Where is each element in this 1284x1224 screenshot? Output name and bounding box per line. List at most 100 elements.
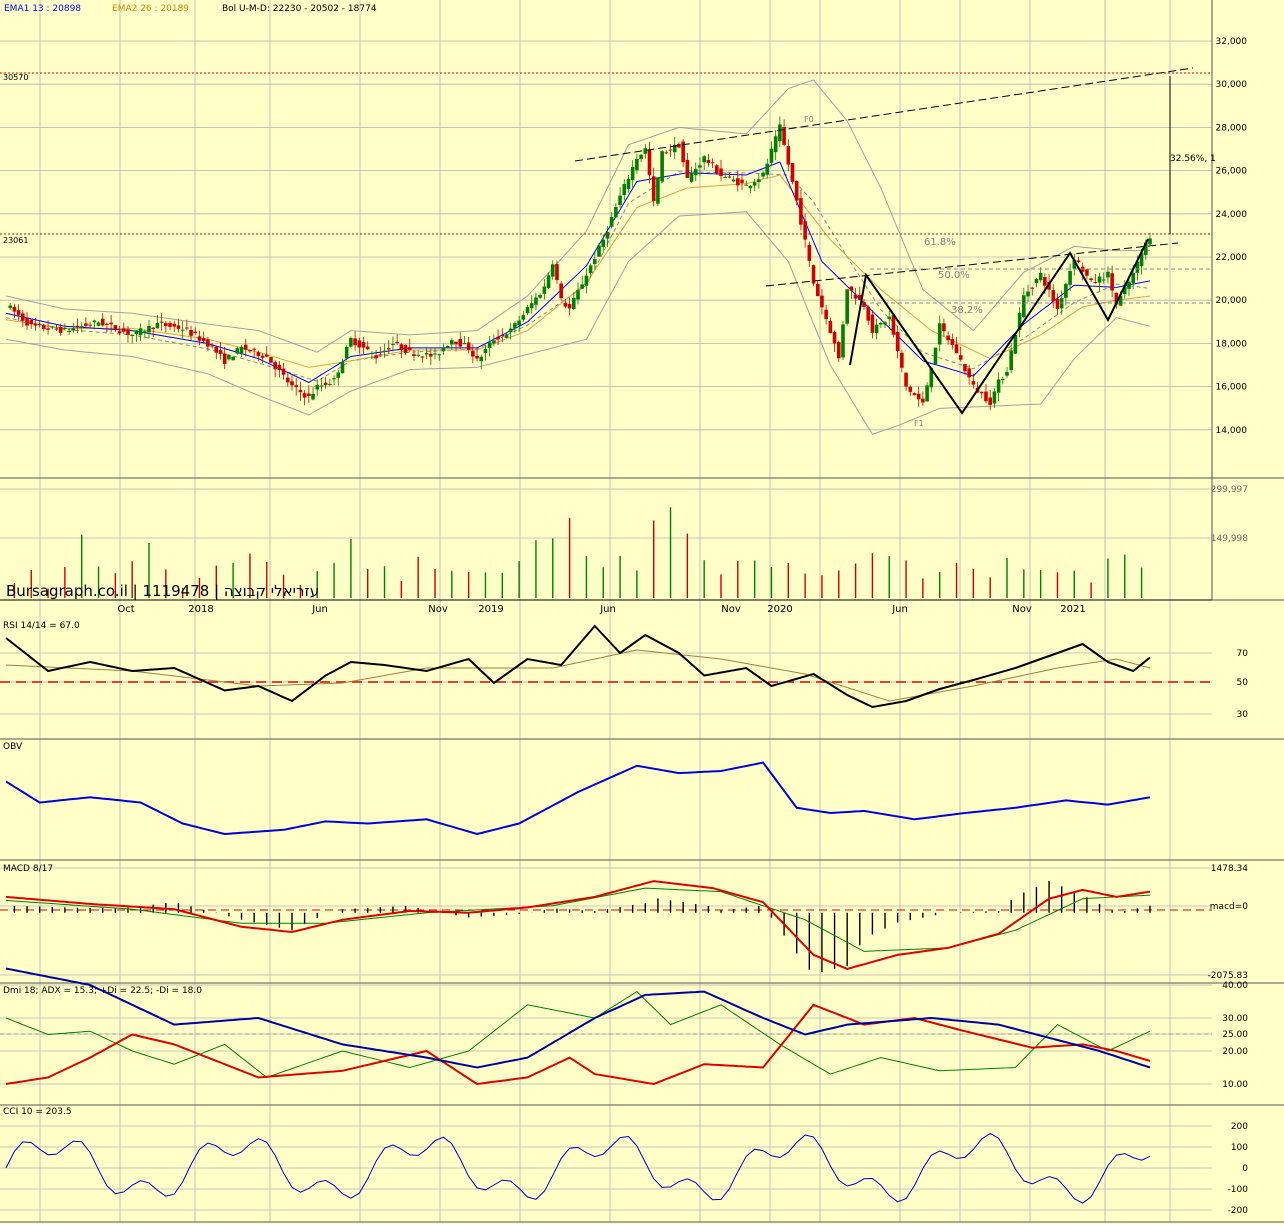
candle-body — [168, 323, 172, 327]
candle-body — [332, 378, 336, 380]
candle-body — [290, 381, 294, 386]
candle-body — [466, 342, 471, 350]
candle-body — [786, 145, 791, 165]
candle-body — [164, 323, 168, 327]
candle-body — [529, 303, 534, 309]
candle-body — [597, 245, 601, 257]
candle-body — [256, 352, 261, 357]
candle-body — [1085, 269, 1089, 276]
candle-body — [958, 355, 963, 360]
price-axis: 32,000 30,000 28,000 26,000 24,000 22,000 20,0… — [1216, 37, 1248, 436]
candle-body — [635, 158, 639, 171]
candle-body — [243, 344, 248, 350]
price-tick-label: 16,000 — [1216, 383, 1248, 393]
candle-body — [126, 329, 130, 336]
candle-body — [475, 355, 479, 359]
candle-body — [517, 320, 521, 326]
candle-body — [803, 221, 807, 240]
candle-body — [778, 124, 782, 142]
candle-body — [357, 340, 362, 348]
price-tick-label: 14,000 — [1216, 426, 1248, 436]
candle-body — [710, 162, 715, 164]
price-tick-label: 22,000 — [1216, 253, 1248, 263]
candle-body — [681, 141, 685, 163]
candle-body — [361, 342, 366, 348]
candle-body — [824, 309, 828, 320]
candle-body — [33, 323, 38, 326]
candle-body — [887, 316, 892, 319]
rsi-line — [5, 624, 1151, 709]
fib-50-label: 50.0% — [938, 270, 970, 281]
candle-body — [832, 332, 837, 344]
ema1-line — [5, 161, 1151, 384]
candle-body — [1143, 242, 1148, 256]
candle-body — [1000, 378, 1005, 381]
candle-body — [1030, 287, 1035, 289]
candle-body — [130, 334, 134, 336]
macd-histogram — [13, 881, 1151, 972]
candle-body — [1034, 279, 1039, 283]
candle-body — [639, 154, 643, 159]
candlesticks — [8, 116, 1152, 411]
candle-body — [1026, 291, 1030, 297]
candle-body — [622, 184, 627, 196]
f0-label: F0 — [804, 115, 814, 124]
candle-body — [849, 286, 854, 291]
candle-body — [50, 326, 55, 328]
candle-body — [58, 326, 63, 333]
candle-body — [252, 348, 256, 350]
candle-body — [391, 344, 395, 346]
candle-body — [395, 342, 399, 344]
candle-body — [193, 331, 198, 334]
rsi-axis: 70 50 30 — [1237, 649, 1249, 720]
candle-body — [403, 344, 408, 353]
candle-body — [807, 244, 812, 261]
candle-body — [1101, 279, 1106, 281]
candle-body — [84, 323, 88, 326]
candle-body — [916, 393, 921, 400]
dmi-tick-label: 25.00 — [1222, 1030, 1248, 1040]
candle-body — [1110, 273, 1114, 291]
cci-line — [5, 1132, 1151, 1204]
candle-body — [538, 294, 542, 298]
candle-body — [593, 259, 597, 264]
candle-body — [210, 345, 214, 347]
candle-body — [500, 335, 505, 337]
candle-body — [302, 393, 307, 398]
candle-body — [382, 350, 387, 353]
candle-body — [580, 284, 585, 289]
fib-618-label: 61.8% — [924, 237, 956, 248]
candle-body — [567, 303, 572, 309]
candle-body — [1051, 290, 1056, 302]
candle-body — [441, 348, 446, 352]
candle-body — [799, 198, 803, 225]
candle-body — [542, 286, 547, 294]
candle-body — [651, 176, 656, 201]
candle-body — [201, 338, 206, 341]
candle-body — [757, 179, 761, 183]
obv-title: OBV — [3, 742, 23, 752]
candle-body — [370, 352, 374, 354]
candle-body — [853, 294, 858, 299]
candle-body — [773, 136, 778, 153]
candle-body — [344, 346, 349, 359]
candle-body — [424, 353, 429, 355]
candle-body — [643, 148, 648, 154]
candle-body — [1122, 286, 1127, 295]
candle-body — [618, 195, 622, 206]
adx-line — [5, 967, 1151, 1069]
candle-body — [761, 172, 765, 177]
candle-body — [105, 323, 109, 325]
candle-body — [550, 264, 555, 277]
candle-body — [117, 331, 122, 334]
candle-body — [904, 372, 908, 387]
candle-body — [1055, 298, 1060, 309]
candle-body — [1148, 238, 1152, 245]
price-tick-label: 32,000 — [1216, 37, 1248, 47]
candle-body — [42, 325, 46, 329]
candle-body — [1064, 283, 1068, 298]
candle-body — [857, 294, 862, 300]
candle-body — [315, 384, 320, 390]
